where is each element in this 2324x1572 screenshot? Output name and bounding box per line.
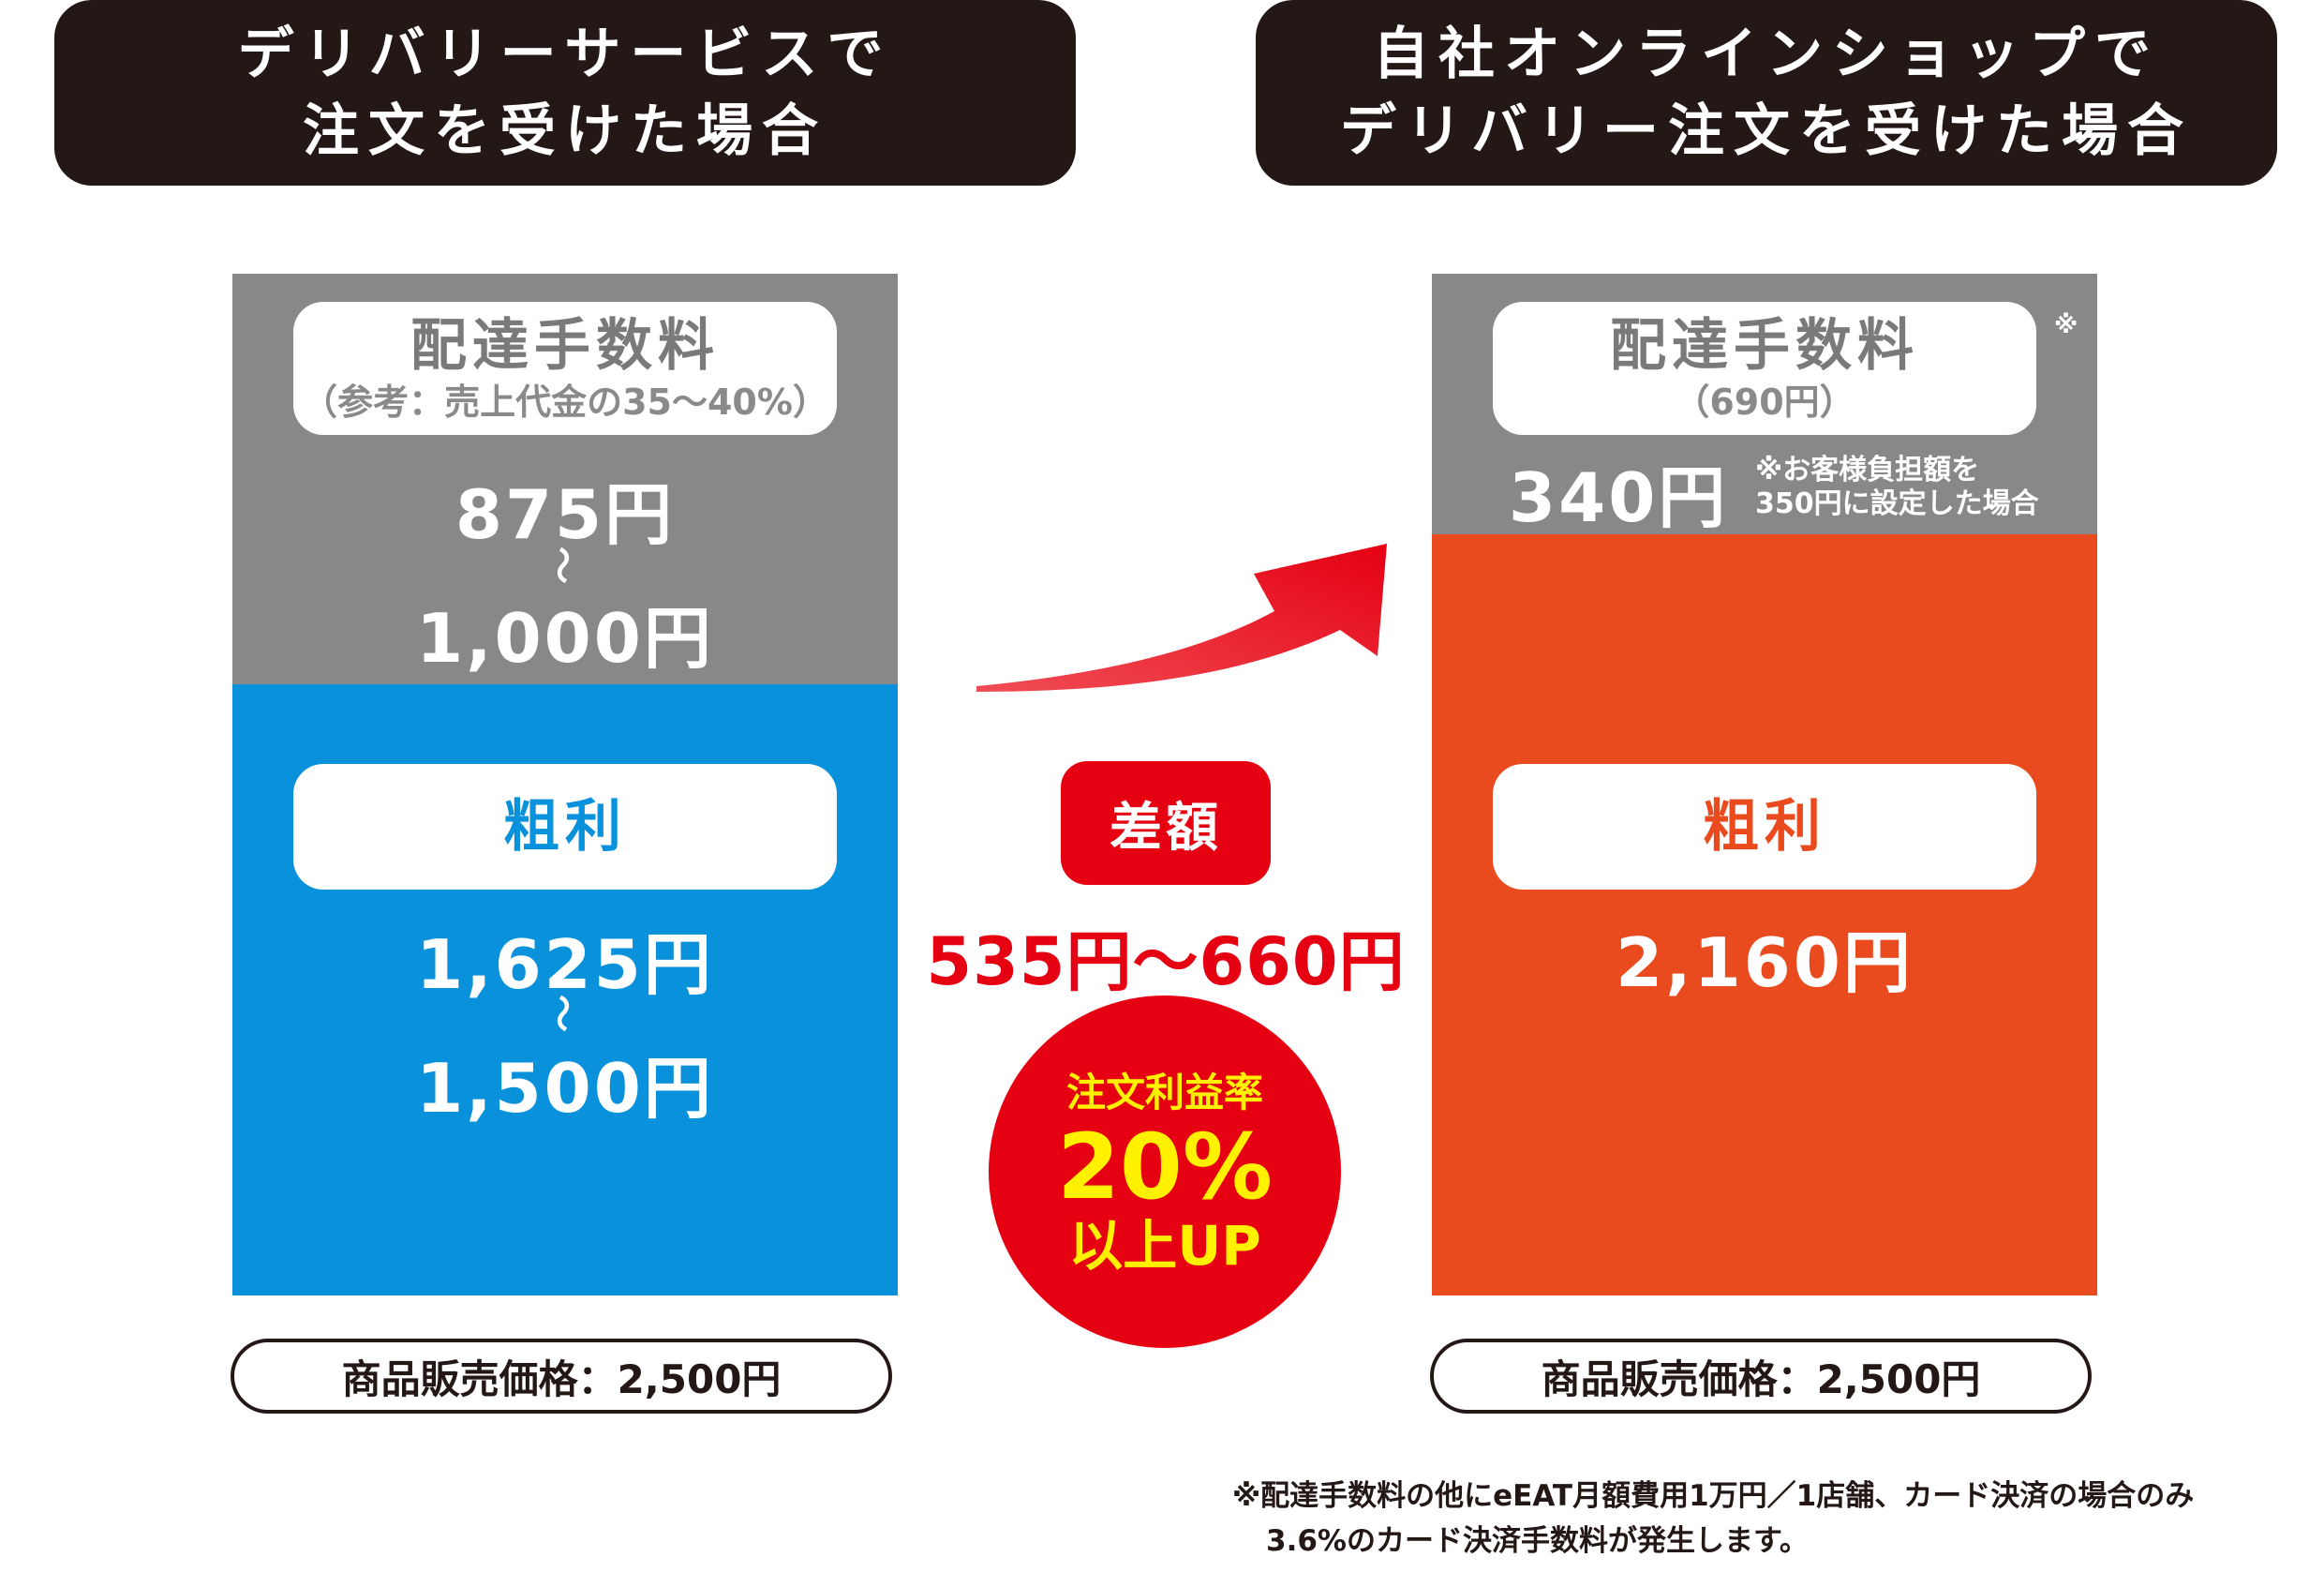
right-profit-label-box: 粗利 bbox=[1493, 764, 2036, 890]
left-price-box: 商品販売価格：2,500円 bbox=[231, 1339, 892, 1414]
arrow-icon bbox=[976, 544, 1387, 692]
right-fee-sub: （690円） bbox=[1674, 382, 1855, 423]
left-header-line1: デリバリーサービスで bbox=[237, 22, 893, 87]
left-header: デリバリーサービスで 注文を受けた場合 bbox=[54, 0, 1076, 186]
right-profit-value: 2,160円 bbox=[1616, 923, 1914, 1002]
circle-line1: 注文利益率 bbox=[1065, 1070, 1263, 1115]
left-fee-label: 配達手数料 bbox=[410, 313, 720, 379]
right-fee-note-line2: 350円に設定した場合 bbox=[1755, 487, 2039, 520]
right-price-label: 商品販売価格：2,500円 bbox=[1541, 1355, 1981, 1402]
left-profit-label: 粗利 bbox=[503, 794, 627, 860]
right-price-box: 商品販売価格：2,500円 bbox=[1430, 1339, 2092, 1414]
footnote: ※配達手数料の他にeEAT月額費用1万円／1店舗、カード決済の場合のみ 3.6%… bbox=[1232, 1474, 2194, 1564]
footnote-line1: ※配達手数料の他にeEAT月額費用1万円／1店舗、カード決済の場合のみ bbox=[1232, 1479, 2195, 1513]
left-profit-value-from: 1,625円 bbox=[416, 925, 714, 1004]
right-header: 自社オンラインショップで デリバリー注文を受けた場合 bbox=[1256, 0, 2277, 186]
right-profit-label: 粗利 bbox=[1703, 794, 1826, 860]
footnote-line2: 3.6%のカード決済手数料が発生します。 bbox=[1266, 1524, 1809, 1558]
left-profit-block: 粗利 1,625円 〜 1,500円 bbox=[232, 684, 898, 1295]
diff-value: 535円〜660円 bbox=[926, 923, 1406, 1000]
left-fee-note: （参考：売上代金の35〜40%） bbox=[302, 382, 828, 423]
left-fee-block: 配達手数料 （参考：売上代金の35〜40%） 875円 〜 1,000円 bbox=[232, 274, 898, 684]
right-column: 配達手数料 （690円） ※ 340円 ※お客様負担額を 350円に設定した場合… bbox=[1432, 274, 2097, 1295]
right-fee-mark: ※ bbox=[2054, 311, 2078, 339]
right-profit-block: 粗利 2,160円 bbox=[1432, 534, 2097, 1295]
right-fee-label: 配達手数料 bbox=[1610, 313, 1919, 379]
right-fee-block: 配達手数料 （690円） ※ 340円 ※お客様負担額を 350円に設定した場合 bbox=[1432, 274, 2097, 537]
right-fee-label-box: 配達手数料 （690円） bbox=[1493, 302, 2036, 435]
circle-line3: 以上UP bbox=[1068, 1214, 1261, 1278]
right-header-line1: 自社オンラインショップで bbox=[1373, 22, 2160, 87]
left-profit-range-mark: 〜 bbox=[540, 995, 583, 1032]
left-fee-value-to: 1,000円 bbox=[416, 599, 714, 678]
left-header-line2: 注文を受けた場合 bbox=[303, 98, 827, 164]
diff-badge: 差額 bbox=[1061, 761, 1271, 885]
left-column: 配達手数料 （参考：売上代金の35〜40%） 875円 〜 1,000円 粗利 … bbox=[232, 274, 898, 1295]
profit-rate-circle: 注文利益率 20% 以上UP bbox=[989, 996, 1341, 1348]
right-fee-value: 340円 bbox=[1509, 458, 1729, 537]
diff-badge-label: 差額 bbox=[1110, 797, 1222, 859]
right-header-line2: デリバリー注文を受けた場合 bbox=[1340, 98, 2193, 164]
left-fee-label-box: 配達手数料 （参考：売上代金の35〜40%） bbox=[293, 302, 837, 435]
circle-line2: 20% bbox=[1057, 1115, 1273, 1220]
left-profit-label-box: 粗利 bbox=[293, 764, 837, 890]
left-profit-value-to: 1,500円 bbox=[416, 1049, 714, 1128]
right-fee-note-line1: ※お客様負担額を bbox=[1755, 454, 1980, 487]
right-fee-note: ※お客様負担額を 350円に設定した場合 bbox=[1755, 454, 2039, 521]
left-price-label: 商品販売価格：2,500円 bbox=[341, 1355, 782, 1402]
left-fee-value-from: 875円 bbox=[454, 475, 676, 554]
